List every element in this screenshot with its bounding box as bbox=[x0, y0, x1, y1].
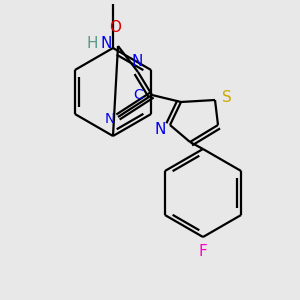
Text: N: N bbox=[100, 37, 112, 52]
Text: F: F bbox=[199, 244, 207, 259]
Text: C: C bbox=[133, 88, 143, 102]
Text: N: N bbox=[131, 55, 143, 70]
Text: S: S bbox=[222, 91, 232, 106]
Text: O: O bbox=[109, 20, 121, 34]
Text: H: H bbox=[86, 37, 98, 52]
Text: N: N bbox=[105, 112, 115, 126]
Text: N: N bbox=[154, 122, 166, 137]
